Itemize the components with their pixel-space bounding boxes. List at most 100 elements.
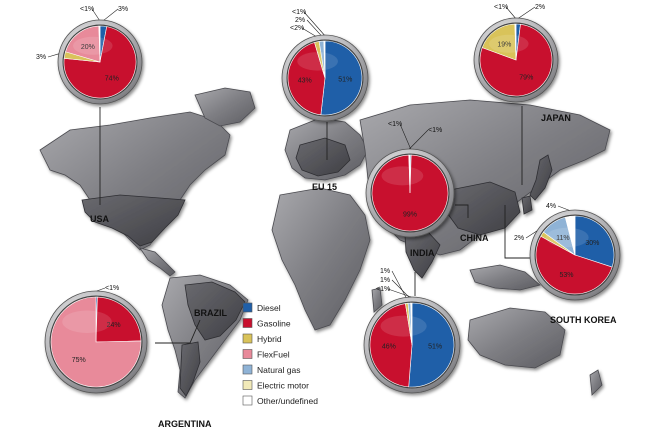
pie-gloss-india <box>380 315 427 337</box>
pie-eu15: 51% 43% <2%2%<1% <box>281 9 369 122</box>
callout-line-china-india-0 <box>399 123 411 150</box>
slice-label-usa-0: 3% <box>118 6 128 13</box>
slice-label-south-korea-4: 4% <box>546 203 556 210</box>
pie-gloss-china-india <box>381 166 424 186</box>
legend-swatch-natural-gas <box>242 364 253 375</box>
south-korea-region <box>521 195 533 215</box>
pie-gloss-south-korea <box>545 227 589 248</box>
legend-label-flexfuel: FlexFuel <box>257 350 290 360</box>
slice-usa-flexfuel <box>65 25 101 63</box>
pie-usa: 3% 74% 3% 20% <1% <box>36 6 143 105</box>
slice-label-china-india-2: <1% <box>428 127 442 134</box>
callout-line-brazil-argentina-0 <box>96 287 106 292</box>
slice-china-india-gasoline <box>371 154 449 232</box>
legend-swatch-gasoline <box>242 318 253 328</box>
slice-label-india-1: 46% <box>382 343 396 350</box>
central-america-landmass <box>139 247 176 277</box>
slice-brazil-argentina-flexfuel <box>50 296 142 388</box>
callout-line-usa-2 <box>47 53 59 58</box>
callout-line-eu15-3 <box>306 19 322 36</box>
slice-label-japan-1: 79% <box>519 74 533 81</box>
slice-label-south-korea-1: 53% <box>559 272 573 279</box>
country-labels: USA EU 15 JAPAN CHINA INDIA SOUTH KOREA … <box>90 113 617 429</box>
slice-china-india-other-undefined <box>408 154 411 194</box>
slice-label-brazil-argentina-2: 75% <box>72 357 86 364</box>
slice-label-china-india-0: <1% <box>388 121 402 128</box>
slice-label-south-korea-2: 2% <box>514 235 524 242</box>
legend-swatch-other-undefined <box>242 395 253 406</box>
world-map <box>39 87 611 399</box>
slice-label-japan-3: <1% <box>494 4 508 11</box>
callout-line-eu15-4 <box>303 11 325 36</box>
brazil-region <box>184 281 246 341</box>
pie-gloss-brazil-argentina <box>62 310 112 333</box>
legend-swatch-electric-motor <box>242 380 253 390</box>
callout-line-japan-3 <box>505 6 516 19</box>
pie-brazil-argentina: <1% 24% 75% <box>44 285 148 394</box>
slice-label-india-3: 1% <box>380 277 390 284</box>
country-label-china: CHINA <box>460 233 489 243</box>
slice-label-china-india-1: 99% <box>403 211 417 218</box>
legend-label-other-undefined: Other/undefined <box>257 396 318 406</box>
leader-china <box>455 204 469 218</box>
callout-line-usa-4 <box>91 8 100 21</box>
pie-south-korea: 30% 53% 2% 11% 4% <box>514 203 621 301</box>
slice-label-japan-0: 2% <box>535 4 545 11</box>
greenland-landmass <box>194 87 256 127</box>
japan-landmass <box>529 154 553 201</box>
slice-label-usa-1: 74% <box>105 75 119 82</box>
southeast-asia-islands <box>469 264 541 291</box>
slice-south-korea-gasoline <box>535 235 613 295</box>
slice-south-korea-diesel <box>574 215 615 268</box>
slice-label-usa-2: 3% <box>36 54 46 61</box>
legend-label-electric-motor: Electric motor <box>257 381 309 391</box>
slice-label-eu15-4: <1% <box>292 9 306 16</box>
slice-eu15-gasoline <box>287 42 326 116</box>
callout-line-south-korea-2 <box>525 230 538 239</box>
legend-label-hybrid: Hybrid <box>257 334 282 344</box>
africa-landmass <box>271 187 371 331</box>
pie-india: 51% 46% 1% 1% <1% <box>363 268 461 394</box>
slice-label-brazil-argentina-1: 24% <box>107 322 121 329</box>
legend-label-gasoline: Gasoline <box>257 319 291 329</box>
callout-line-japan-0 <box>518 6 536 19</box>
callout-line-china-india-2 <box>409 129 429 150</box>
slice-label-eu15-2: <2% <box>290 25 304 32</box>
slice-label-south-korea-0: 30% <box>585 240 599 247</box>
slice-label-eu15-3: 2% <box>295 17 305 24</box>
leader-lines <box>99 106 533 344</box>
pie-japan: 2% 79% 19% <1% <box>473 4 559 103</box>
legend-swatch-flexfuel <box>242 349 253 359</box>
country-label-brazil: BRAZIL <box>194 308 227 318</box>
callout-line-india-3 <box>391 279 410 298</box>
country-label-argentina: ARGENTINA <box>158 419 212 429</box>
new-zealand-landmass <box>589 369 603 396</box>
madagascar-landmass <box>371 287 383 313</box>
country-label-eu15: EU 15 <box>312 182 337 192</box>
slice-india-diesel <box>408 302 455 388</box>
callout-line-india-4 <box>387 288 412 298</box>
country-label-india: INDIA <box>410 248 435 258</box>
pie-china-india: <1% 99% <1% <box>365 121 455 238</box>
slice-eu15-other-undefined <box>323 40 326 79</box>
slice-label-eu15-0: 51% <box>338 77 352 84</box>
slice-label-india-4: <1% <box>376 286 390 293</box>
slice-label-usa-4: <1% <box>80 6 94 13</box>
callout-line-eu15-2 <box>301 27 316 37</box>
pie-gloss-usa <box>73 36 113 55</box>
callout-line-usa-0 <box>103 8 119 21</box>
pie-charts-layer: 3%74%3%20%<1%51%43%<2%2%<1%2%79%19%<1%<1… <box>36 4 621 394</box>
legend-label-diesel: Diesel <box>257 303 281 313</box>
callout-line-india-2 <box>391 270 407 298</box>
slice-eu15-diesel <box>320 40 363 116</box>
slice-india-other-undefined <box>410 302 413 346</box>
slice-label-eu15-1: 43% <box>298 77 312 84</box>
slice-label-japan-2: 19% <box>497 41 511 48</box>
slice-india-gasoline <box>369 303 413 388</box>
leader-south-korea <box>504 205 533 259</box>
callout-line-south-korea-4 <box>557 205 570 211</box>
slice-label-south-korea-3: 11% <box>556 235 570 242</box>
country-label-usa: USA <box>90 214 110 224</box>
leader-brazil <box>155 319 201 344</box>
